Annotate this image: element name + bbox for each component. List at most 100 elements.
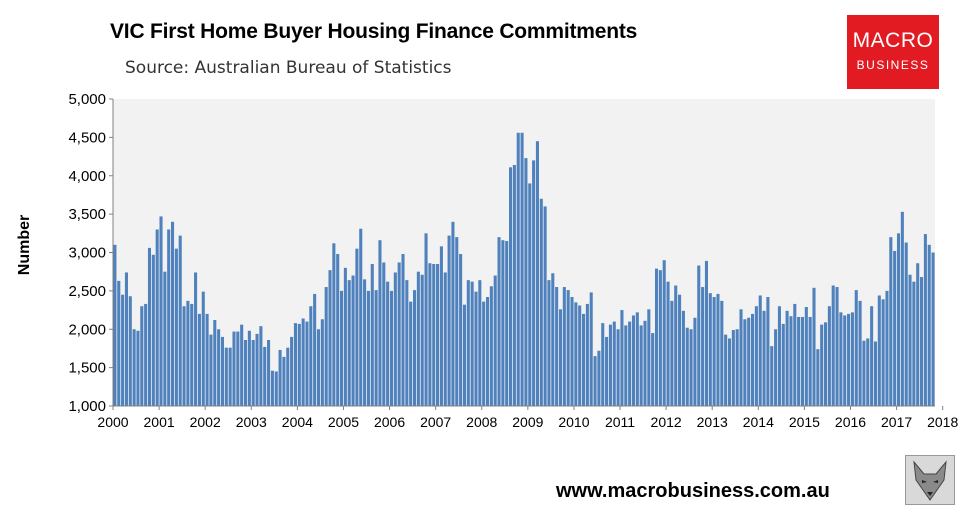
bar	[720, 300, 724, 406]
x-tick-label: 2006	[374, 414, 405, 430]
bar	[412, 290, 417, 406]
y-tick-label: 2,500	[68, 283, 106, 300]
x-tick-label: 2018	[927, 414, 958, 430]
bar	[585, 303, 589, 406]
bar	[389, 290, 394, 407]
bar	[678, 294, 682, 406]
bar	[597, 350, 601, 406]
website-url[interactable]: www.macrobusiness.com.au	[556, 480, 830, 502]
bar	[850, 312, 854, 406]
logo-line-business: BUSINESS	[856, 58, 930, 72]
x-tick-label: 2002	[190, 414, 221, 430]
bar	[858, 300, 862, 406]
bar	[835, 287, 839, 406]
bar	[793, 303, 797, 406]
bar	[324, 287, 328, 406]
bar	[578, 305, 582, 406]
bar	[827, 306, 831, 406]
bar	[593, 356, 597, 406]
y-tick-label: 2,000	[68, 321, 106, 338]
bar	[197, 313, 201, 406]
bar	[896, 233, 901, 406]
bar	[900, 211, 904, 406]
bar	[243, 340, 248, 406]
bar	[820, 324, 824, 406]
bar	[785, 310, 789, 406]
bar	[620, 310, 624, 406]
bar	[439, 246, 443, 406]
bar	[582, 313, 586, 406]
bar	[343, 267, 347, 406]
x-tick-label: 2011	[605, 414, 635, 430]
bar	[409, 301, 413, 406]
bar	[351, 275, 355, 406]
bar	[689, 329, 693, 406]
bar	[777, 306, 781, 406]
bar	[716, 293, 720, 406]
bar	[182, 306, 186, 406]
bar	[113, 244, 117, 406]
bar	[666, 281, 670, 406]
x-tick-label: 2005	[328, 414, 359, 430]
bar	[205, 313, 209, 406]
bar	[512, 165, 516, 406]
bar	[420, 274, 424, 406]
bar-series	[113, 132, 935, 407]
x-tick-label: 2013	[697, 414, 728, 430]
bar	[167, 229, 171, 406]
bar	[701, 287, 705, 406]
x-tick-label: 2007	[420, 414, 451, 430]
bar	[574, 302, 578, 406]
bar	[432, 264, 436, 406]
bar	[355, 248, 359, 406]
bar	[459, 254, 463, 406]
bar	[923, 234, 927, 406]
bar	[240, 324, 244, 406]
bar	[920, 277, 924, 406]
x-tick-label: 2003	[236, 414, 267, 430]
bar	[808, 316, 812, 406]
bar	[466, 280, 470, 406]
bar	[282, 356, 286, 406]
bar	[424, 233, 428, 406]
bar	[762, 310, 766, 406]
bar	[731, 330, 735, 406]
bar	[217, 329, 221, 406]
bar	[724, 334, 728, 406]
bar	[178, 235, 182, 406]
bar	[493, 275, 497, 406]
bar	[286, 347, 290, 406]
x-tick-label: 2014	[743, 414, 774, 430]
bar	[278, 349, 282, 406]
x-tick-label: 2001	[144, 414, 175, 430]
bar	[397, 262, 401, 406]
bar	[447, 235, 451, 406]
bar	[497, 237, 501, 406]
bar	[117, 280, 121, 406]
bar	[194, 272, 198, 406]
bar	[201, 291, 205, 406]
bar	[643, 320, 647, 406]
bar	[535, 141, 539, 406]
bar	[347, 280, 351, 406]
bar	[528, 183, 532, 406]
bar	[800, 316, 805, 406]
bar	[693, 317, 697, 406]
bar	[301, 318, 305, 406]
bar	[155, 229, 159, 406]
bar	[228, 347, 232, 406]
bar	[485, 297, 490, 406]
bar	[171, 221, 175, 406]
macrobusiness-logo: MACRO BUSINESS	[847, 15, 939, 89]
bar	[904, 242, 908, 406]
bar	[739, 309, 743, 406]
bar	[674, 285, 678, 406]
x-tick-label: 2017	[881, 414, 912, 430]
bar	[881, 299, 885, 406]
bar	[532, 160, 536, 406]
bar	[647, 309, 651, 406]
bar	[270, 370, 274, 406]
bar	[658, 270, 662, 406]
bar	[255, 333, 259, 406]
bar	[862, 340, 866, 406]
